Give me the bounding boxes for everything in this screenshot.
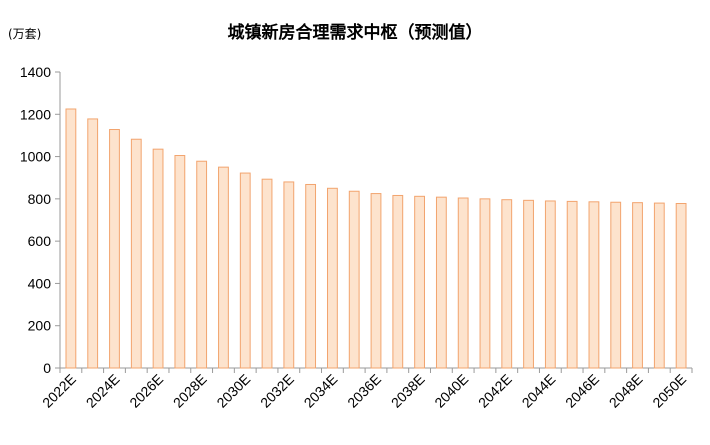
bar-2043E <box>523 199 534 369</box>
y-tick-label: 400 <box>28 275 52 291</box>
x-tick-label: 2026E <box>126 371 166 411</box>
x-tick-label: 2038E <box>388 371 428 411</box>
bar-2033E <box>305 183 317 369</box>
x-tick-label: 2042E <box>475 371 515 411</box>
bar-2050E <box>675 203 687 369</box>
y-tick-label: 1200 <box>20 106 51 122</box>
bar-2034E <box>327 187 338 369</box>
x-tick-label: 2032E <box>257 371 297 411</box>
y-tick-label: 0 <box>43 360 51 376</box>
x-tick-label: 2028E <box>170 371 210 411</box>
bar-2024E <box>109 129 120 369</box>
bar-2041E <box>479 198 491 369</box>
bar-2035E <box>348 190 360 369</box>
bar-2049E <box>653 202 665 369</box>
y-tick-labels: 0 200 400 600 800 1000 1200 1400 <box>20 64 51 376</box>
bar-2023E <box>87 118 99 369</box>
bar-2031E <box>261 178 273 369</box>
x-tick-label: 2022E <box>39 371 79 411</box>
bar-2042E <box>501 199 513 369</box>
bar-2022E <box>65 108 77 369</box>
bar-2030E <box>239 172 251 369</box>
bar-2026E <box>152 148 164 369</box>
bar-2048E <box>632 202 643 369</box>
x-tick-label: 2048E <box>606 371 646 411</box>
x-tick-labels: 2022E 2024E 2026E 2028E 2030E 2032E 2034E 2036E… <box>39 371 689 411</box>
y-tick-label: 600 <box>28 233 52 249</box>
x-tick-label: 2046E <box>562 371 602 411</box>
bar-2044E <box>544 200 556 369</box>
bar-2045E <box>566 200 578 369</box>
x-tick-label: 2024E <box>83 371 123 411</box>
bar-2047E <box>610 201 622 369</box>
bar-2038E <box>414 195 425 369</box>
y-tick-label: 200 <box>28 318 52 334</box>
y-tick-label: 1000 <box>20 149 51 165</box>
bar-2046E <box>588 201 600 369</box>
bar-2039E <box>435 196 447 369</box>
x-tick-label: 2030E <box>213 371 253 411</box>
chart-title: 城镇新房合理需求中枢（预测值） <box>228 22 483 43</box>
bar-2025E <box>130 138 142 369</box>
y-tick-label: 800 <box>28 191 52 207</box>
bar-2028E <box>196 160 208 369</box>
y-unit-label: (万套) <box>8 27 41 41</box>
x-tick-label: 2040E <box>431 371 471 411</box>
bar-2032E <box>283 181 295 369</box>
bar-2027E <box>174 155 186 369</box>
x-tick-label: 2050E <box>649 371 689 411</box>
axes <box>55 71 693 373</box>
y-tick-label: 1400 <box>20 64 51 80</box>
bar-2036E <box>370 193 382 369</box>
bar-2037E <box>392 194 404 369</box>
bars <box>65 108 687 369</box>
x-tick-label: 2034E <box>301 371 341 411</box>
x-tick-label: 2036E <box>344 371 384 411</box>
x-tick-label: 2044E <box>519 371 559 411</box>
bar-2040E <box>457 197 469 369</box>
bar-2029E <box>218 166 229 369</box>
